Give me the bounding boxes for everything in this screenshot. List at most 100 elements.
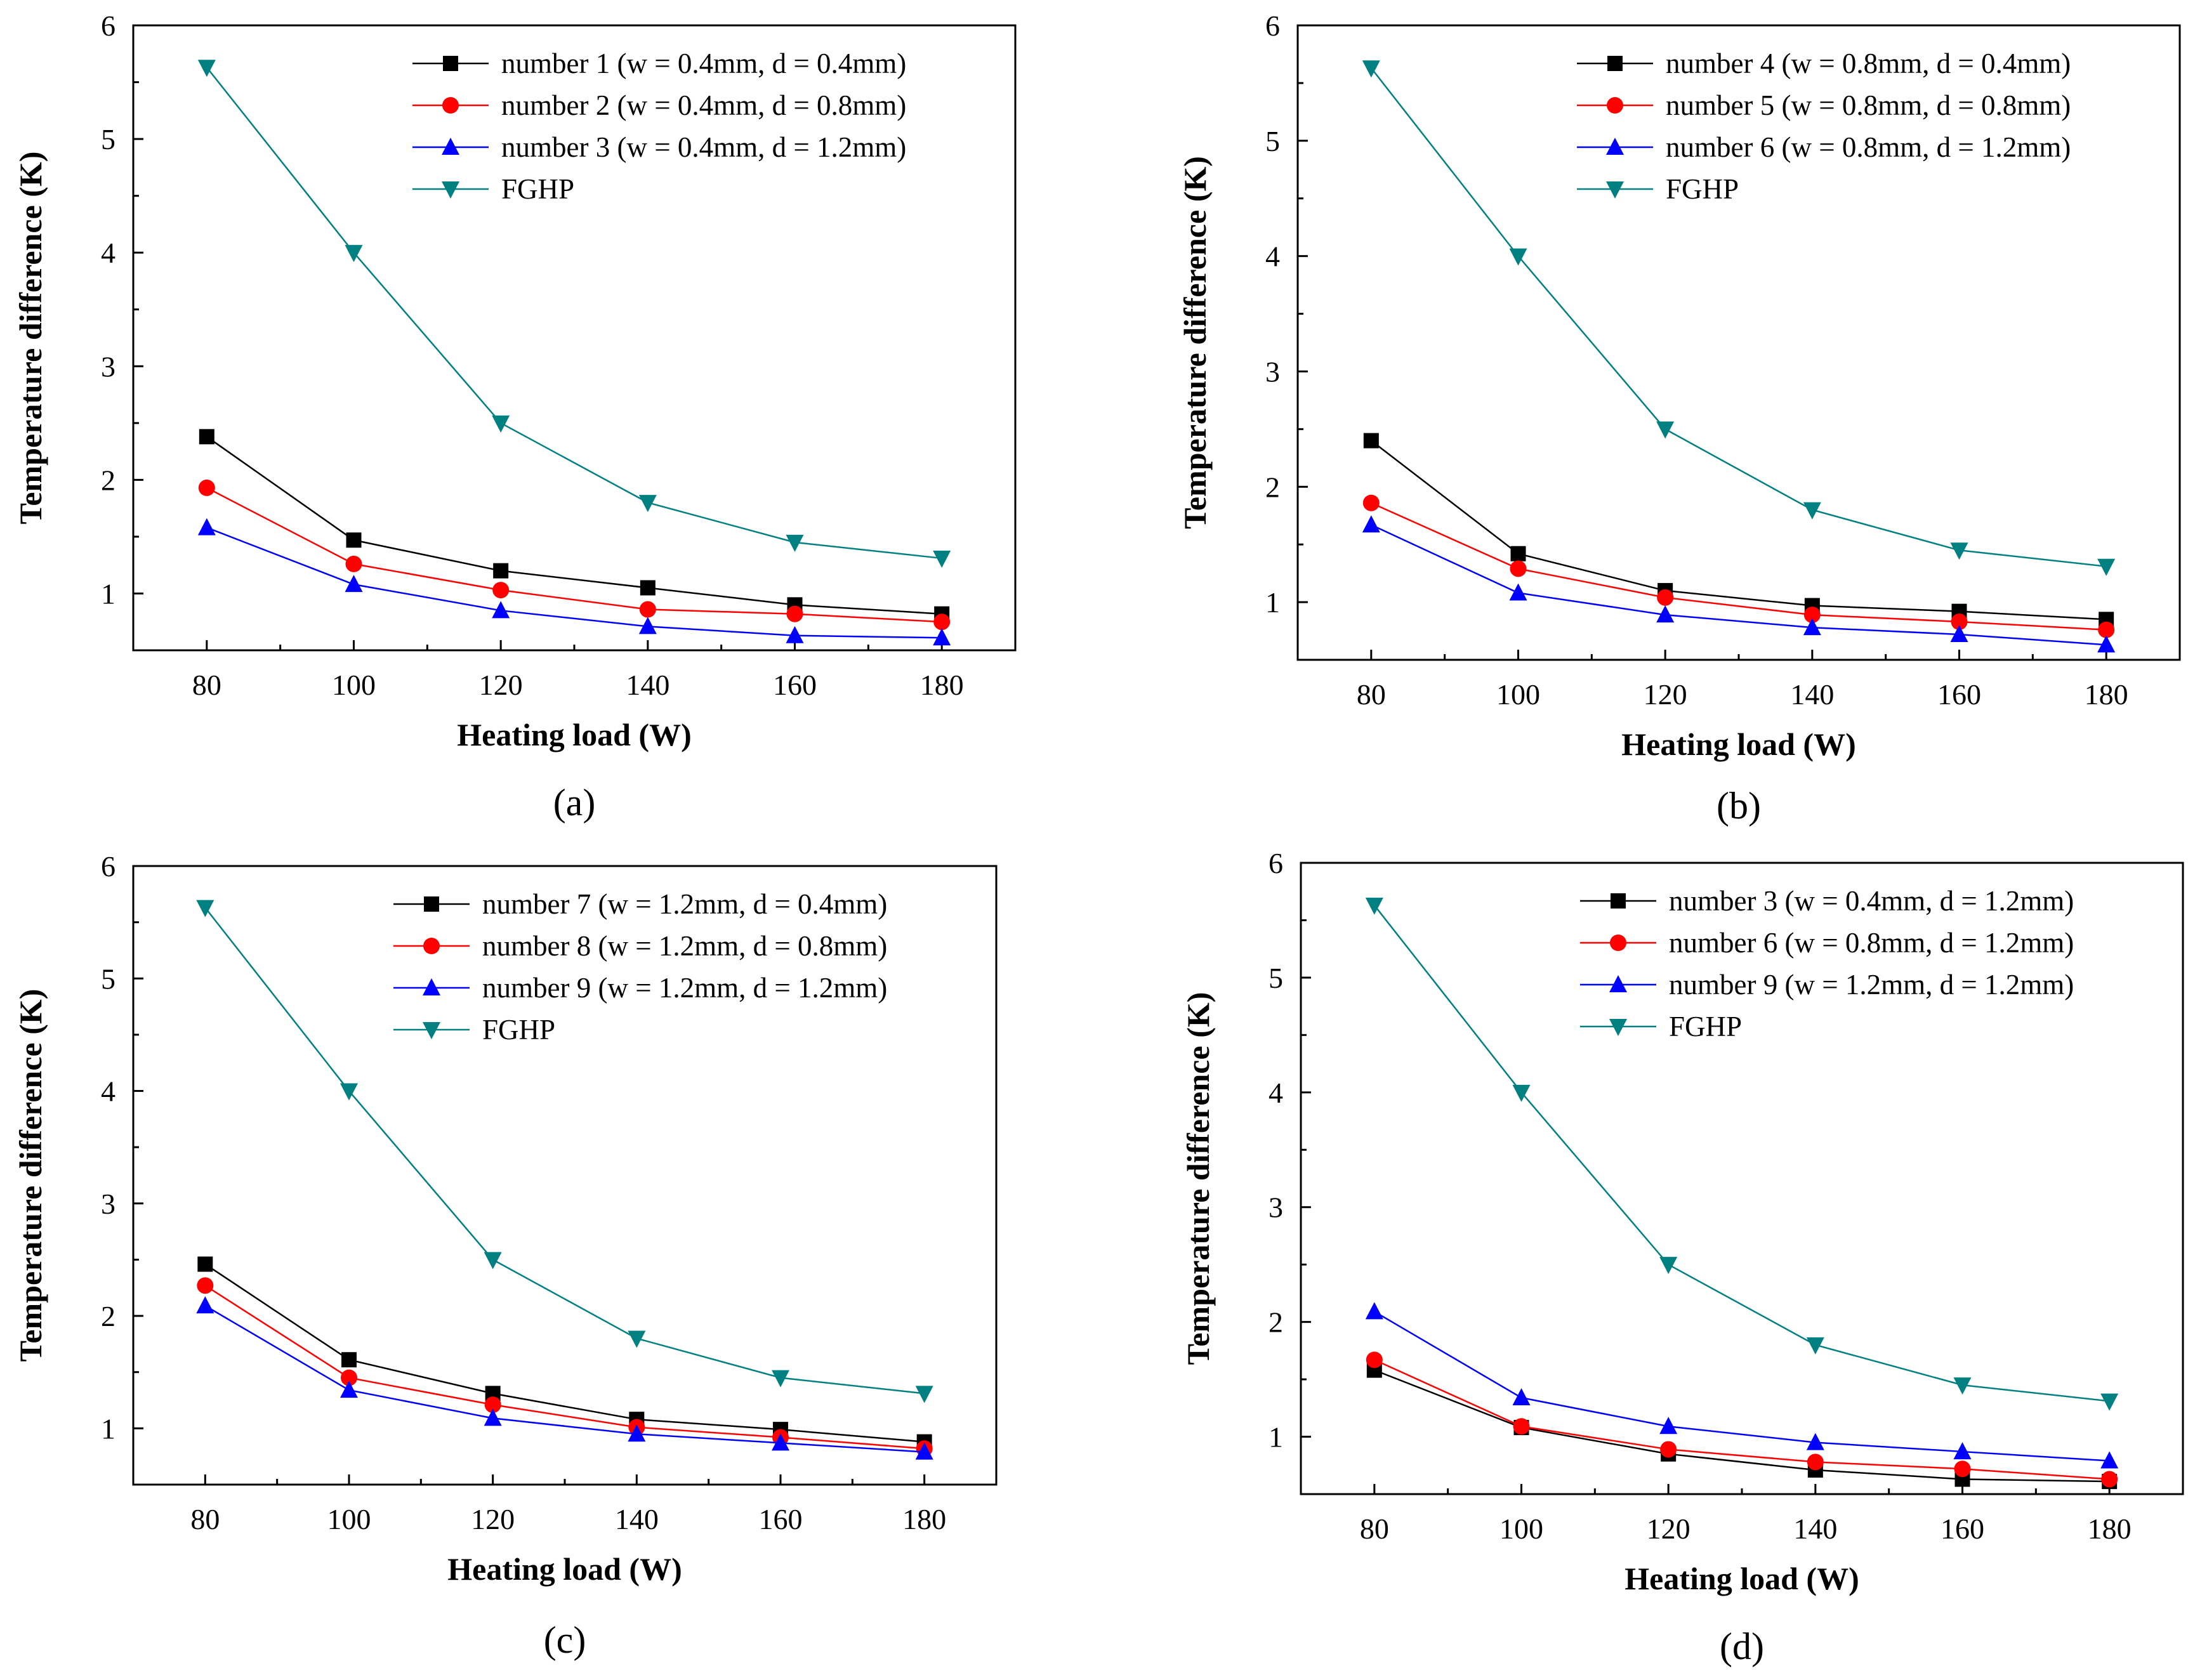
data-point — [196, 900, 214, 917]
data-point — [1950, 542, 1968, 560]
x-tick-label: 160 — [1941, 1513, 1984, 1545]
data-point — [933, 628, 951, 646]
y-tick-label: 6 — [1265, 10, 1280, 42]
x-tick-label: 100 — [1499, 1513, 1543, 1545]
legend-label: FGHP — [482, 1014, 555, 1046]
data-point — [340, 1381, 358, 1398]
x-tick-label: 160 — [1937, 678, 1981, 711]
legend-label: number 8 (w = 1.2mm, d = 0.8mm) — [482, 930, 887, 962]
legend-marker — [423, 938, 440, 954]
y-tick-label: 6 — [1269, 847, 1283, 879]
data-point — [1365, 1302, 1383, 1320]
data-point — [346, 532, 362, 548]
y-tick-label: 4 — [101, 1075, 115, 1108]
y-tick-label: 1 — [1265, 586, 1280, 619]
y-tick-label: 3 — [1269, 1191, 1283, 1224]
series-line-4 — [1370, 67, 2107, 567]
legend-marker — [423, 1022, 440, 1039]
data-point — [1510, 560, 1527, 577]
y-tick-label: 1 — [101, 577, 115, 610]
legend-label: number 5 (w = 0.8mm, d = 0.8mm) — [1666, 89, 2071, 121]
data-point — [1513, 1418, 1530, 1435]
data-point — [2097, 558, 2116, 576]
x-tick-label: 80 — [192, 669, 221, 701]
panel-label: (b) — [1717, 785, 1761, 827]
x-axis-title: Heating load (W) — [457, 717, 691, 752]
legend-label: number 6 (w = 0.8mm, d = 1.2mm) — [1666, 131, 2071, 163]
data-point — [786, 605, 803, 622]
data-point — [915, 1442, 933, 1460]
data-point — [640, 580, 656, 596]
data-point — [1510, 546, 1526, 561]
y-tick-label: 5 — [1265, 125, 1280, 157]
y-tick-label: 4 — [1269, 1077, 1283, 1109]
data-point — [1656, 605, 1675, 623]
data-point — [1806, 1433, 1824, 1450]
data-point — [1954, 1460, 1971, 1478]
series-line-2 — [206, 487, 942, 623]
data-point — [1509, 583, 1527, 601]
data-point — [345, 245, 363, 263]
x-tick-label: 180 — [902, 1503, 946, 1535]
y-tick-label: 4 — [101, 237, 115, 269]
legend-label: number 3 (w = 0.4mm, d = 1.2mm) — [501, 131, 906, 163]
data-point — [1806, 1337, 1824, 1355]
data-point — [628, 1330, 646, 1348]
data-point — [492, 582, 510, 599]
data-point — [1362, 494, 1380, 511]
y-tick-label: 2 — [101, 1300, 115, 1332]
series-line-2 — [204, 1285, 925, 1450]
data-point — [628, 1424, 646, 1442]
x-axis-title: Heating load (W) — [1621, 726, 1855, 762]
y-tick-label: 1 — [101, 1412, 115, 1445]
data-point — [197, 60, 216, 77]
panel-label: (c) — [544, 1619, 586, 1661]
data-point — [492, 415, 510, 433]
legend-label: FGHP — [501, 173, 574, 205]
x-tick-label: 80 — [1360, 1513, 1389, 1545]
data-point — [484, 1396, 501, 1414]
data-point — [786, 626, 804, 643]
y-tick-label: 4 — [1265, 240, 1280, 273]
data-point — [197, 1256, 213, 1272]
legend-marker — [1607, 56, 1623, 71]
x-tick-label: 160 — [759, 1503, 803, 1535]
chart-panel-3: 80 100 120 140 160 180 1 2 3 4 5 6 Heating load (W) T… — [13, 850, 998, 1661]
legend-marker — [443, 56, 458, 71]
x-tick-label: 180 — [2085, 678, 2128, 711]
data-point — [933, 614, 951, 631]
data-point — [1512, 1084, 1531, 1102]
data-point — [2101, 1471, 2118, 1488]
series-line-2 — [1374, 1359, 2110, 1480]
data-point — [199, 429, 214, 445]
data-point — [1366, 1351, 1383, 1368]
legend-label: number 2 (w = 0.4mm, d = 0.8mm) — [501, 89, 906, 121]
legend-marker — [442, 97, 459, 114]
legend-label: number 9 (w = 1.2mm, d = 1.2mm) — [482, 972, 887, 1004]
legend-label: number 7 (w = 1.2mm, d = 0.4mm) — [482, 888, 887, 920]
data-point — [772, 1370, 789, 1388]
data-point — [1365, 897, 1383, 915]
data-point — [1362, 60, 1380, 78]
data-point — [2100, 1451, 2119, 1469]
data-point — [1660, 1441, 1677, 1458]
x-tick-label: 180 — [2088, 1513, 2132, 1545]
x-tick-label: 160 — [773, 669, 817, 701]
series-line-1 — [1374, 1369, 2110, 1483]
data-point — [493, 563, 509, 579]
data-point — [772, 1433, 789, 1451]
series-line-3 — [1371, 524, 2107, 646]
legend-marker — [442, 181, 459, 199]
y-tick-label: 6 — [101, 10, 115, 42]
y-tick-label: 3 — [101, 350, 115, 383]
chart-panel-1: 80 100 120 140 160 180 1 2 3 4 5 6 Heating load (W) T… — [13, 10, 1017, 824]
y-tick-label: 2 — [101, 464, 115, 496]
panel-label: (a) — [553, 782, 596, 824]
data-point — [638, 495, 657, 513]
data-point — [484, 1408, 502, 1426]
data-point — [2097, 635, 2116, 653]
data-point — [1803, 607, 1821, 624]
x-tick-label: 140 — [1790, 678, 1834, 711]
data-point — [1953, 1442, 1972, 1460]
